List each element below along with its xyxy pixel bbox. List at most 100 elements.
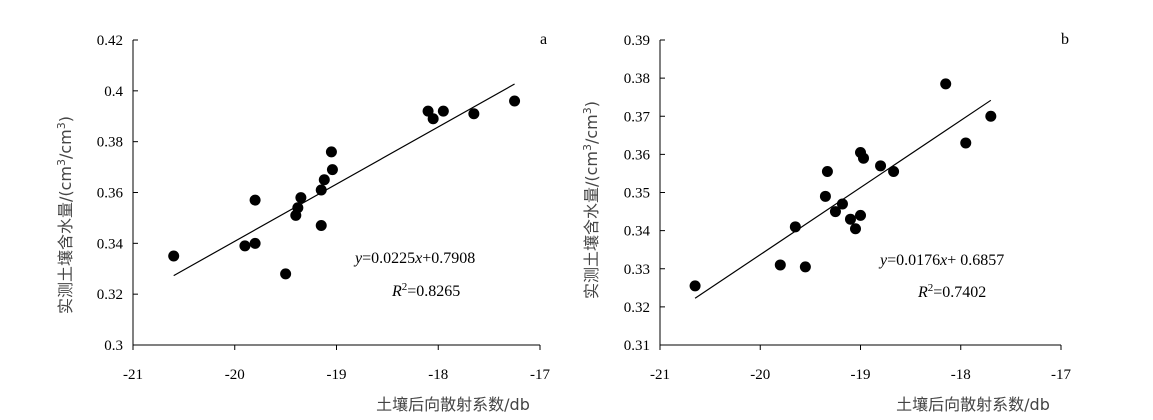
data-point-a (427, 113, 439, 125)
data-point-b (849, 223, 861, 235)
data-point-a (280, 268, 292, 280)
r-sup-a: 2 (402, 281, 408, 293)
x-tick-label-a: -19 (327, 367, 347, 383)
y-label-main-b: 实测土壤含水量/(cm (582, 151, 601, 299)
data-point-a (509, 95, 521, 107)
data-point-a (315, 184, 327, 196)
panel-label-b: b (1061, 31, 1069, 48)
data-point-a (315, 220, 327, 232)
y-tick-label-a: 0.4 (104, 84, 123, 100)
y-tick-label-b: 0.36 (624, 147, 651, 163)
marks-b (689, 78, 997, 299)
y-axis-label-b: 实测土壤含水量/(cm3/cm3) (581, 101, 602, 299)
y-tick-label-a: 0.42 (97, 33, 123, 49)
y-tick-label-b: 0.33 (624, 262, 650, 278)
data-point-b (821, 166, 833, 178)
panel-label-a: a (540, 31, 547, 48)
y-tick-label-b: 0.31 (624, 338, 650, 354)
eq-y-a: y (353, 250, 363, 267)
regression-equation-a: y=0.0225x+0.7908 (353, 250, 475, 267)
x-tick-label-b: -17 (1051, 367, 1071, 383)
x-tick-label-b: -18 (951, 367, 971, 383)
x-tick-label-a: -21 (123, 367, 143, 383)
eq-x-a: x (414, 250, 422, 267)
y-label-sup1-b: 3 (581, 144, 594, 151)
x-tick-label-b: -19 (851, 367, 871, 383)
y-tick-label-b: 0.34 (624, 224, 651, 240)
data-point-b (985, 110, 997, 122)
data-point-a (468, 108, 480, 120)
eq-x-b: x (939, 252, 947, 269)
y-axis-label-a: 实测土壤含水量/(cm3/cm3) (55, 116, 76, 314)
data-point-a (295, 192, 307, 204)
data-point-a (318, 174, 330, 186)
y-label-mid-b: /cm (582, 114, 601, 144)
data-point-b (819, 190, 831, 202)
data-point-a (168, 250, 180, 262)
x-axis-label-a: 土壤后向散射系数/db (376, 395, 530, 414)
data-point-b (855, 209, 866, 221)
y-label-main-a: 实测土壤含水量/(cm (56, 166, 75, 314)
eq-end-a: +0.7908 (422, 250, 475, 267)
x-tick-label-b: -20 (750, 367, 770, 383)
y-label-sup2-b: 3 (581, 107, 594, 114)
data-point-b (799, 261, 811, 273)
y-tick-label-a: 0.32 (97, 287, 123, 303)
data-point-b (858, 152, 870, 164)
data-point-a (326, 164, 338, 176)
eq-mid-a: =0.0225 (362, 250, 415, 267)
y-label-end-a: ) (56, 116, 75, 122)
axes-b: 0.31 0.32 0.33 0.34 0.35 0.36 0.37 0.38 0.39 -21 -… (624, 33, 1072, 383)
r-squared-b: R2=0.7402 (917, 282, 986, 301)
x-tick-label-b: -21 (650, 367, 670, 383)
y-tick-label-b: 0.39 (624, 33, 650, 49)
y-label-sup2-a: 3 (55, 122, 68, 129)
data-point-a (437, 105, 449, 117)
x-tick-label-a: -18 (428, 367, 448, 383)
r-value-a: =0.8265 (407, 283, 460, 300)
axes-a: 0.3 0.32 0.34 0.36 0.38 0.4 0.42 -21 -20 -19 -18 -1… (97, 33, 551, 383)
y-label-mid-a: /cm (56, 129, 75, 159)
marks-a (168, 83, 521, 280)
y-tick-label-b: 0.38 (624, 71, 650, 87)
y-tick-label-b: 0.32 (624, 300, 650, 316)
data-point-b (829, 206, 841, 218)
y-tick-label-a: 0.3 (104, 338, 123, 354)
chart-panel-a: 0.3 0.32 0.34 0.36 0.38 0.4 0.42 -21 -20 -19 -18 -1… (55, 31, 551, 414)
x-axis-label-b: 土壤后向散射系数/db (896, 395, 1050, 414)
y-tick-label-a: 0.38 (97, 135, 123, 151)
data-point-b (940, 78, 952, 90)
y-label-end-b: ) (582, 101, 601, 107)
y-tick-label-a: 0.36 (97, 186, 124, 202)
chart-panel-b: 0.31 0.32 0.33 0.34 0.35 0.36 0.37 0.38 0.39 -21 -… (581, 31, 1072, 414)
data-point-a (239, 240, 251, 252)
data-point-b (844, 213, 856, 225)
x-tick-label-a: -17 (530, 367, 550, 383)
data-point-b (888, 166, 900, 178)
eq-mid-b: =0.0176 (887, 252, 940, 269)
y-tick-label-b: 0.37 (624, 109, 651, 125)
r-letter-b: R (917, 284, 928, 301)
data-point-b (774, 259, 786, 271)
data-point-a (292, 202, 304, 214)
x-tick-label-a: -20 (225, 367, 245, 383)
r-sup-b: 2 (928, 282, 934, 294)
y-tick-label-b: 0.35 (624, 186, 650, 202)
data-point-b (836, 198, 848, 210)
y-label-sup1-a: 3 (55, 159, 68, 166)
r-value-b: =0.7402 (933, 284, 986, 301)
data-point-a (249, 237, 261, 249)
regression-equation-b: y=0.0176x+ 0.6857 (878, 252, 1004, 269)
regression-line-a (173, 83, 515, 277)
eq-end-b: + 0.6857 (947, 252, 1004, 269)
y-tick-label-a: 0.34 (97, 236, 124, 252)
data-point-b (789, 221, 801, 233)
data-point-a (325, 146, 337, 158)
data-point-b (689, 280, 701, 292)
eq-y-b: y (878, 252, 888, 269)
data-point-b (960, 137, 972, 149)
data-point-b (875, 160, 887, 172)
r-letter-a: R (391, 283, 402, 300)
r-squared-a: R2=0.8265 (391, 281, 460, 300)
data-point-a (249, 194, 261, 206)
